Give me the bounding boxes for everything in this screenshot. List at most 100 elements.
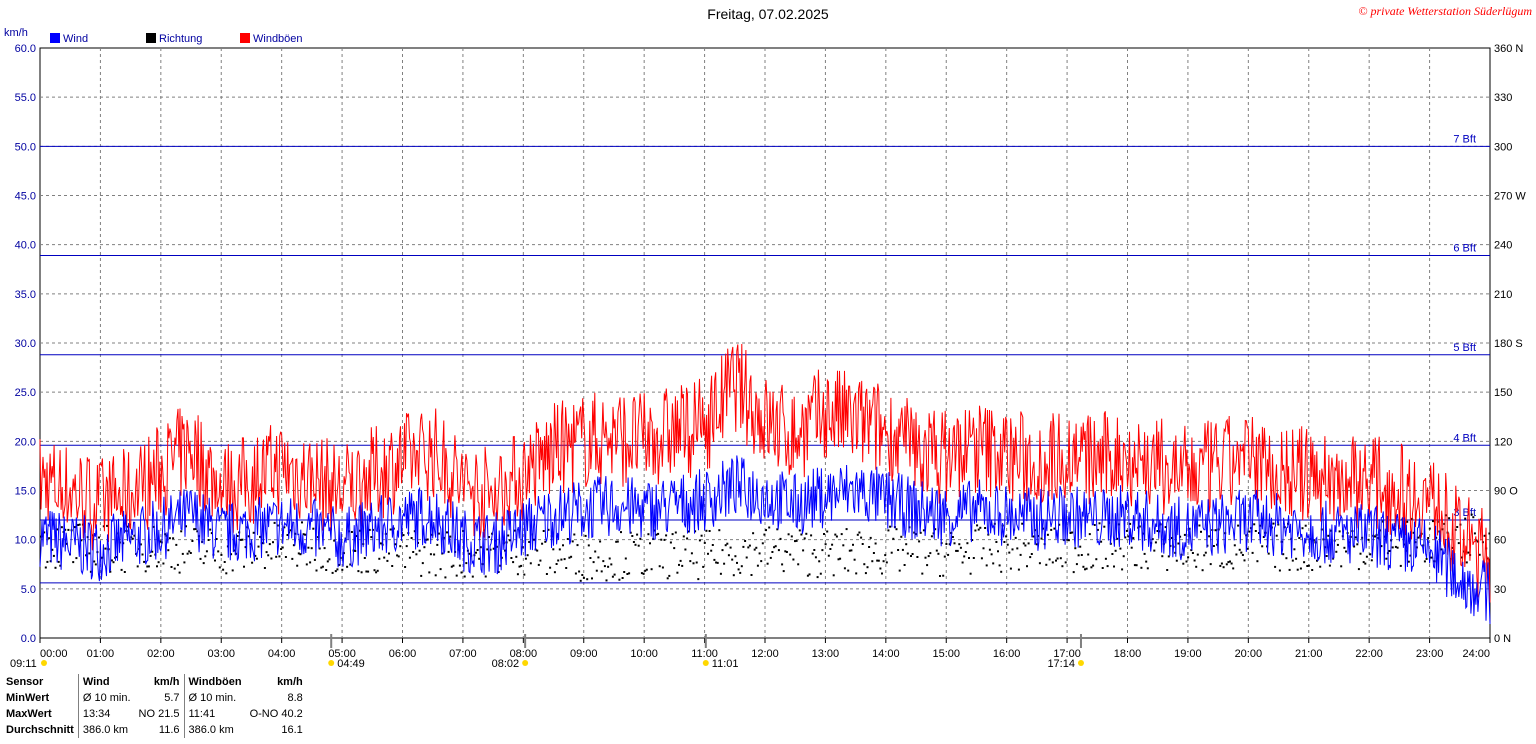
direction-point: [1467, 551, 1470, 554]
direction-point: [800, 533, 803, 536]
direction-point: [621, 577, 624, 579]
direction-point: [323, 547, 326, 550]
direction-point: [779, 537, 782, 540]
direction-point: [423, 546, 426, 549]
direction-point: [88, 552, 91, 555]
direction-point: [1456, 526, 1459, 528]
direction-point: [1021, 522, 1024, 525]
wind-line: [39, 455, 1491, 625]
direction-point: [628, 572, 631, 575]
direction-point: [513, 529, 516, 532]
direction-point: [1059, 557, 1062, 560]
direction-point: [333, 539, 336, 542]
direction-point: [579, 579, 582, 582]
direction-point: [159, 540, 162, 543]
direction-point: [687, 530, 690, 533]
direction-point: [753, 548, 756, 551]
direction-point: [1075, 563, 1078, 566]
direction-point: [1345, 550, 1347, 553]
direction-point: [832, 574, 835, 577]
direction-point: [188, 550, 191, 553]
direction-point: [471, 575, 474, 578]
direction-point: [826, 530, 829, 533]
direction-point: [1077, 554, 1080, 557]
direction-point: [46, 560, 49, 563]
direction-point: [608, 557, 611, 560]
direction-point: [1138, 525, 1141, 528]
direction-point: [446, 531, 448, 534]
direction-point: [183, 561, 186, 564]
direction-point: [278, 555, 281, 558]
direction-point: [57, 560, 60, 563]
y-tick-label: 55.0: [15, 92, 36, 104]
direction-point: [927, 555, 930, 558]
direction-point: [603, 565, 606, 568]
direction-point: [1220, 562, 1223, 565]
direction-point: [1357, 568, 1360, 571]
direction-point: [217, 550, 220, 553]
direction-point: [553, 571, 556, 574]
direction-point: [215, 538, 218, 540]
direction-point: [370, 536, 373, 539]
direction-point: [1432, 520, 1434, 523]
direction-point: [1316, 559, 1318, 562]
direction-point: [106, 524, 109, 527]
stats-header-wind: Wind: [77, 674, 135, 690]
direction-point: [252, 531, 255, 534]
direction-point: [971, 539, 974, 541]
direction-point: [1391, 546, 1394, 549]
stats-table: Sensor Wind km/h Windböen km/h MinWert Ø…: [2, 674, 307, 738]
direction-point: [782, 570, 785, 573]
direction-point: [961, 561, 964, 564]
direction-point: [1024, 544, 1027, 547]
stats-cell: Durchschnitt: [6, 724, 74, 736]
direction-point: [814, 556, 817, 559]
direction-point: [921, 572, 924, 575]
stats-header-wind-unit: km/h: [153, 676, 180, 688]
direction-point: [51, 548, 54, 551]
direction-point: [926, 564, 929, 567]
direction-point: [379, 542, 382, 545]
direction-point: [632, 541, 635, 543]
chart-legend: Wind Richtung Windböen: [50, 33, 303, 45]
direction-point: [1058, 523, 1061, 526]
direction-point: [386, 559, 389, 562]
direction-point: [136, 565, 139, 568]
direction-point: [790, 535, 793, 538]
direction-point: [1204, 551, 1207, 554]
direction-point: [611, 575, 614, 578]
direction-point: [507, 534, 510, 537]
direction-point: [1116, 537, 1119, 540]
chart-axes: 0.0 5.0 10.0 15.0 20.0 25.0 30.0 35.0 40.0 45.0 50…: [4, 27, 1526, 660]
direction-point: [1084, 568, 1086, 571]
direction-point: [715, 561, 718, 564]
direction-point: [1035, 543, 1038, 546]
direction-point: [1183, 533, 1186, 536]
marker-time-label: 17:14: [1047, 658, 1075, 670]
direction-point: [516, 573, 519, 576]
direction-point: [700, 534, 703, 537]
direction-point: [889, 525, 892, 528]
direction-point: [147, 565, 150, 568]
direction-point: [887, 529, 890, 532]
direction-point: [544, 540, 547, 543]
direction-point: [916, 556, 919, 558]
direction-point: [1201, 569, 1204, 572]
direction-point: [299, 553, 302, 556]
direction-point: [291, 557, 294, 560]
direction-point: [1193, 559, 1196, 562]
direction-point: [1032, 535, 1035, 538]
direction-point: [1251, 551, 1254, 554]
direction-point: [141, 553, 144, 556]
direction-point: [785, 551, 788, 553]
direction-point: [726, 542, 729, 545]
direction-point: [1014, 536, 1017, 539]
direction-point: [326, 560, 329, 563]
stats-cell: 16.1: [281, 724, 303, 736]
direction-point: [597, 556, 600, 559]
direction-point: [655, 533, 658, 536]
direction-point: [43, 531, 46, 534]
direction-point: [995, 541, 998, 543]
direction-point: [615, 540, 618, 543]
direction-point: [1048, 558, 1051, 561]
